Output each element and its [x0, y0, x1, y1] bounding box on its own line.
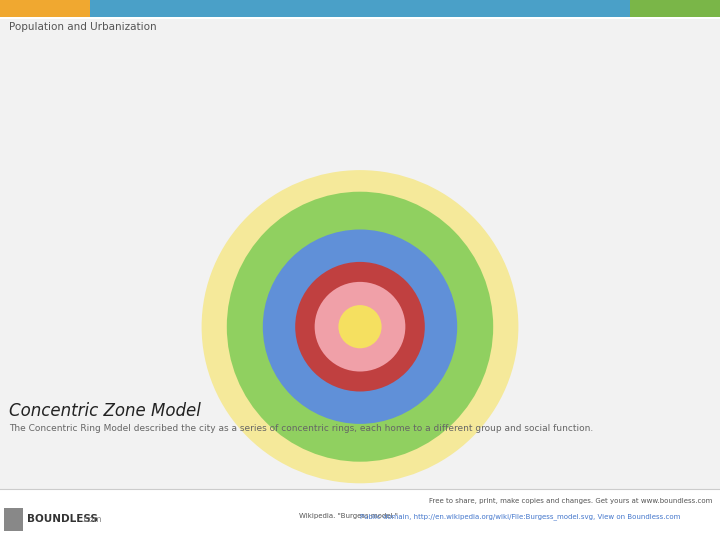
Ellipse shape: [295, 262, 425, 392]
Text: Public domain, http://en.wikipedia.org/wiki/File:Burgess_model.svg, View on Boun: Public domain, http://en.wikipedia.org/w…: [360, 513, 680, 519]
Text: Population and Urbanization: Population and Urbanization: [9, 22, 156, 32]
Bar: [0, 0, 90, 17]
Ellipse shape: [338, 305, 382, 348]
Text: Concentric Zone Model: Concentric Zone Model: [9, 402, 200, 420]
Bar: [0, 489, 720, 540]
Text: .com: .com: [81, 515, 102, 524]
Bar: [0, 19, 720, 491]
Ellipse shape: [202, 170, 518, 483]
Ellipse shape: [227, 192, 493, 462]
Ellipse shape: [315, 282, 405, 372]
Bar: [90, 0, 630, 17]
Bar: [630, 0, 720, 17]
Text: BOUNDLESS: BOUNDLESS: [27, 515, 98, 524]
Text: The Concentric Ring Model described the city as a series of concentric rings, ea: The Concentric Ring Model described the …: [9, 424, 593, 433]
FancyBboxPatch shape: [4, 508, 23, 531]
Text: Free to share, print, make copies and changes. Get yours at www.boundless.com: Free to share, print, make copies and ch…: [429, 498, 713, 504]
Text: Wikipedia. "Burgess model.": Wikipedia. "Burgess model.": [299, 513, 400, 519]
Ellipse shape: [263, 230, 457, 424]
